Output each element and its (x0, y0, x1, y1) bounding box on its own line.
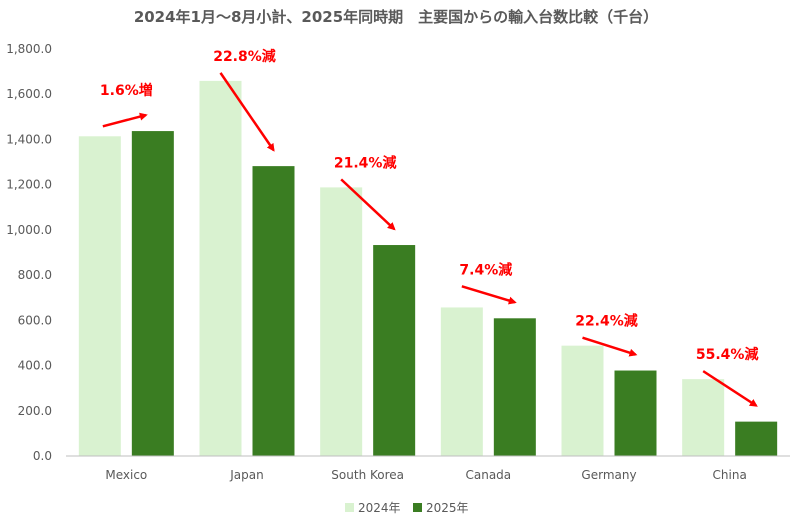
category-label: Mexico (105, 468, 147, 482)
legend-swatch (413, 503, 422, 512)
bar-2025 (131, 131, 174, 456)
bar-2024 (78, 136, 121, 457)
y-tick-label: 1,200.0 (6, 178, 52, 192)
annotation-arrow (219, 72, 275, 152)
y-tick-label: 1,800.0 (6, 42, 52, 56)
bar-2025 (735, 421, 778, 456)
category-label: Germany (581, 468, 636, 482)
bar-2025 (614, 370, 657, 456)
bar-2024 (440, 307, 483, 456)
annotation-label: 55.4%減 (696, 346, 759, 363)
category-label: Canada (465, 468, 511, 482)
y-tick-label: 1,600.0 (6, 87, 52, 101)
annotation-arrow (461, 285, 517, 305)
bar-2025 (493, 318, 536, 456)
y-tick-label: 200.0 (18, 404, 52, 418)
category-label: China (713, 468, 747, 482)
y-tick-label: 1,400.0 (6, 132, 52, 146)
annotation-arrow (102, 112, 148, 128)
legend-label: 2025年 (426, 501, 469, 515)
bar-2024 (561, 345, 604, 456)
bar-2024 (320, 187, 363, 456)
bar-2025 (373, 245, 416, 456)
annotation-label: 1.6%増 (100, 82, 153, 99)
bar-2024 (199, 80, 242, 457)
bars (78, 80, 778, 457)
annotation-label: 22.8%減 (213, 48, 276, 65)
y-tick-label: 400.0 (18, 359, 52, 373)
chart-title: 2024年1月～8月小計、2025年同時期 主要国からの輸入台数比較（千台） (134, 8, 658, 26)
category-label: Japan (229, 468, 263, 482)
y-tick-label: 0.0 (33, 449, 52, 463)
bar-2025 (252, 166, 295, 456)
category-labels: Mexico Japan South Korea Canada Germany China (105, 468, 746, 482)
bar-2024 (682, 379, 725, 456)
y-tick-label: 1,000.0 (6, 223, 52, 237)
annotation-arrow (582, 336, 638, 357)
annotation-arrow (702, 370, 758, 407)
legend-label: 2024年 (358, 501, 401, 515)
y-axis-ticks: 0.0 200.0 400.0 600.0 800.0 1,000.0 1,200.0 1,4… (6, 42, 52, 463)
annotations: 1.6%増 22.8%減 21.4%減 7.4%減 22.4%減 55.4%減 (100, 48, 759, 407)
legend: 2024年 2025年 (345, 501, 469, 515)
legend-swatch (345, 503, 354, 512)
category-label: South Korea (331, 468, 404, 482)
annotation-label: 21.4%減 (334, 154, 397, 171)
annotation-arrow (340, 178, 396, 231)
annotation-label: 7.4%減 (459, 261, 512, 278)
annotation-label: 22.4%減 (575, 313, 638, 330)
y-tick-label: 800.0 (18, 268, 52, 282)
y-tick-label: 600.0 (18, 313, 52, 327)
